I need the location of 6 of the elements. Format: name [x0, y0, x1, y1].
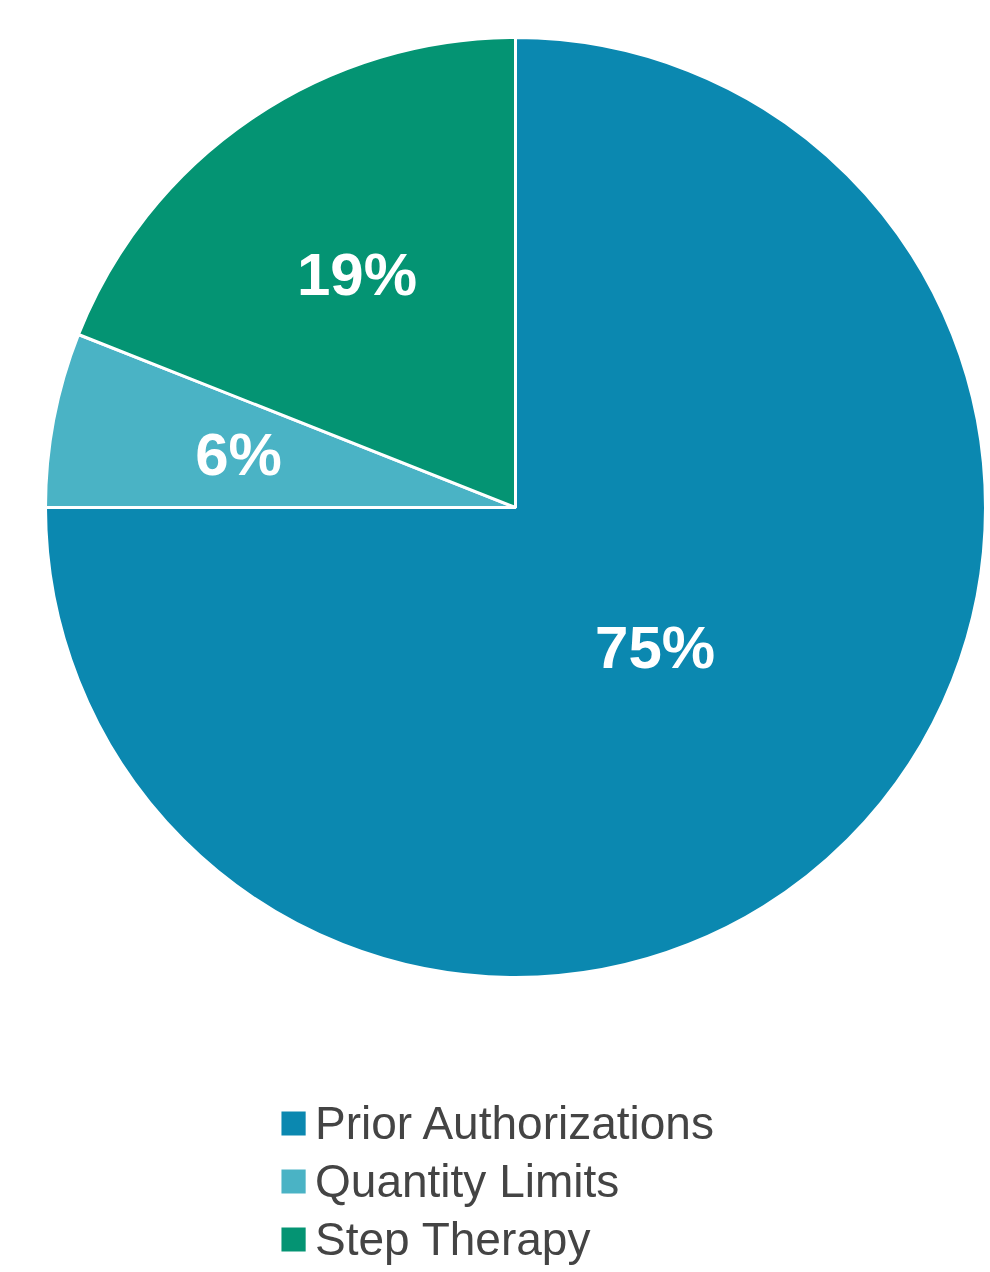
- data-label: 75%: [595, 613, 716, 681]
- legend-label: Quantity Limits: [315, 1154, 620, 1208]
- legend-label: Prior Authorizations: [315, 1096, 714, 1150]
- legend-label: Step Therapy: [315, 1212, 591, 1266]
- data-label: 6%: [195, 421, 282, 489]
- data-label: 19%: [296, 240, 418, 308]
